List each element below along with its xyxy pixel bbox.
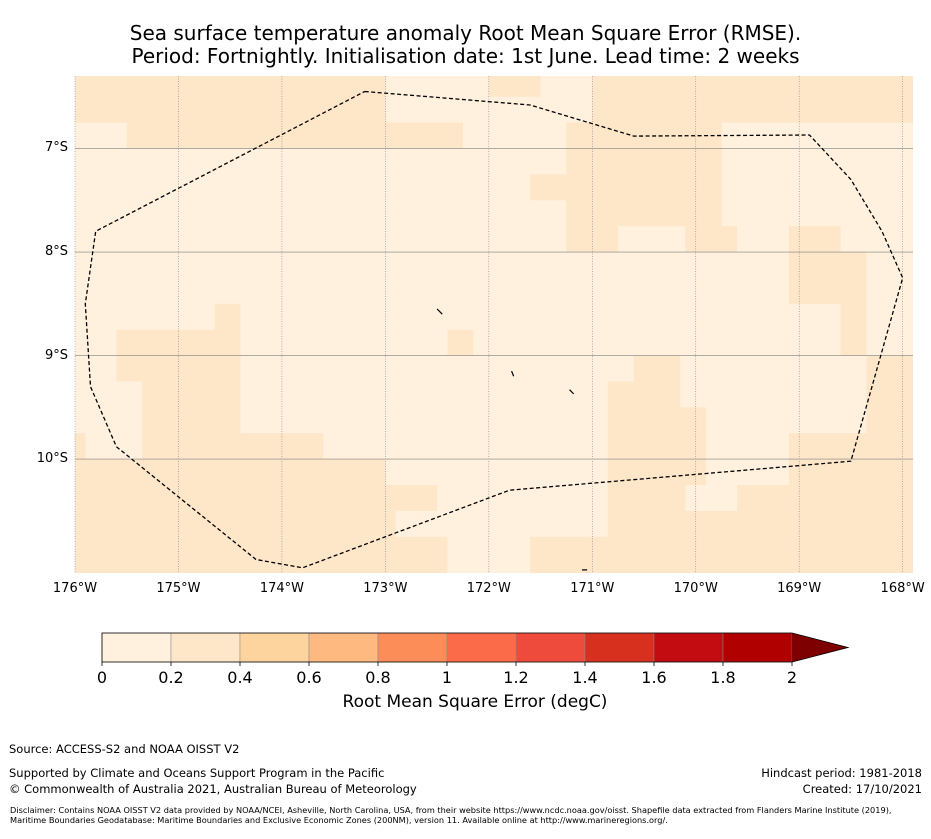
rmse-cell — [75, 459, 386, 485]
longitude-label: 176°W — [52, 581, 98, 596]
longitude-label: 173°W — [363, 581, 408, 596]
colorbar-tick-label: 1 — [441, 668, 453, 687]
rmse-cell — [385, 122, 463, 149]
disclaimer-text: Disclaimer: Contains NOAA OISST V2 data … — [10, 805, 892, 825]
longitude-label: 172°W — [466, 581, 511, 596]
colorbar-segment — [584, 632, 655, 663]
colorbar-segment — [722, 632, 793, 663]
rmse-cell — [607, 510, 913, 573]
map-title-line2: Period: Fortnightly. Initialisation date… — [131, 44, 800, 68]
map-area — [74, 76, 913, 573]
rmse-cell — [126, 122, 386, 149]
rmse-cell — [75, 536, 448, 573]
colorbar-tick-label: 1.8 — [710, 668, 736, 687]
longitude-label: 170°W — [673, 581, 718, 596]
rmse-cell — [737, 484, 913, 511]
colorbar-tick-label: 0.2 — [158, 668, 184, 687]
rmse-cell — [214, 303, 241, 330]
longitude-label: 168°W — [880, 581, 925, 596]
rmse-cell — [592, 76, 645, 123]
rmse-cell — [142, 433, 324, 460]
latitude-label: 9°S — [44, 347, 68, 363]
colorbar-segment — [377, 632, 448, 663]
rmse-cell — [607, 484, 686, 511]
colorbar-tick-label: 0 — [96, 668, 108, 687]
rmse-cell — [633, 355, 681, 382]
island — [511, 370, 515, 377]
colorbar-tick-label: 0.6 — [296, 668, 322, 687]
colorbar-extend-arrow — [792, 633, 848, 662]
copyright-text: © Commonwealth of Australia 2021, Austra… — [9, 782, 417, 796]
colorbar-segment — [515, 632, 586, 663]
rmse-cell — [788, 226, 841, 304]
rmse-cell — [530, 174, 567, 201]
source-text: Source: ACCESS-S2 and NOAA OISST V2 — [9, 742, 240, 756]
rmse-cell — [840, 252, 867, 356]
hindcast-period-text: Hindcast period: 1981-2018 — [761, 766, 922, 780]
colorbar-tick-label: 0.4 — [227, 668, 253, 687]
colorbar-segment — [170, 632, 241, 663]
rmse-cell — [488, 76, 541, 97]
created-date-text: Created: 17/10/2021 — [802, 782, 922, 796]
longitude-label: 169°W — [777, 581, 822, 596]
rmse-cell — [75, 433, 86, 460]
eez-boundary — [84, 90, 904, 569]
longitude-label: 175°W — [156, 581, 201, 596]
colorbar-tick-label: 1.4 — [572, 668, 598, 687]
rmse-cell — [566, 122, 722, 227]
colorbar-tick-label: 2 — [786, 668, 798, 687]
colorbar-segment — [308, 632, 379, 663]
rmse-cell — [75, 510, 396, 537]
longitude-label: 174°W — [259, 581, 304, 596]
colorbar-segment — [653, 632, 724, 663]
rmse-cell — [607, 381, 681, 408]
colorbar — [101, 632, 850, 666]
rmse-cell — [721, 107, 877, 123]
latitude-label: 8°S — [44, 244, 68, 260]
rmse-cell — [685, 226, 738, 253]
rmse-cell — [866, 355, 913, 434]
rmse-cell — [607, 407, 707, 485]
support-text: Supported by Climate and Oceans Support … — [9, 766, 385, 780]
colorbar-segment — [101, 632, 172, 663]
rmse-cell — [75, 484, 438, 511]
rmse-cell — [142, 381, 241, 434]
colorbar-segment — [446, 632, 517, 663]
colorbar-tick-label: 1.6 — [641, 668, 667, 687]
colorbar-outline — [101, 632, 850, 663]
map-title-line1: Sea surface temperature anomaly Root Mea… — [129, 21, 802, 45]
rmse-cell — [530, 536, 608, 573]
colorbar-segment — [239, 632, 310, 663]
rmse-cell — [75, 76, 386, 123]
island — [569, 389, 575, 395]
island — [436, 308, 443, 315]
rmse-cell — [447, 329, 474, 356]
colorbar-tick-label: 0.8 — [365, 668, 391, 687]
latitude-label: 10°S — [36, 451, 68, 467]
colorbar-label: Root Mean Square Error (degC) — [342, 692, 608, 712]
latitude-label: 7°S — [44, 140, 68, 156]
colorbar-tick-label: 1.2 — [503, 668, 529, 687]
longitude-label: 171°W — [570, 581, 615, 596]
